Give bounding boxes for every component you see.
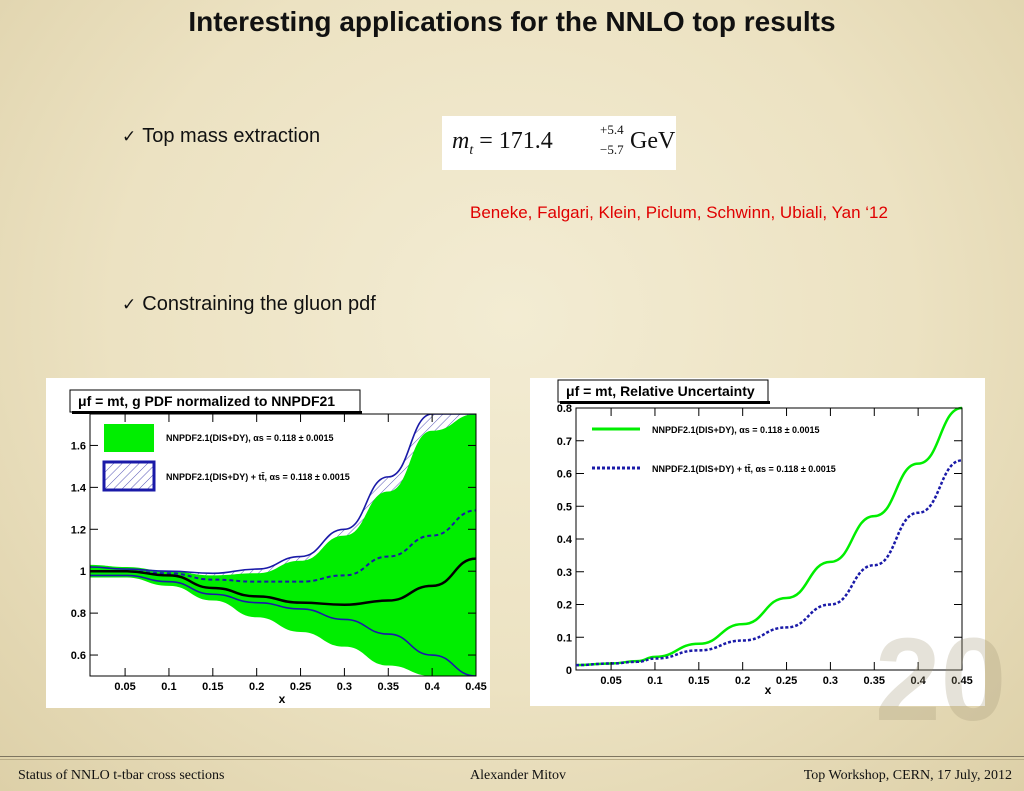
x-tick-label: 0.4 bbox=[910, 675, 926, 687]
formula-lhs: m bbox=[452, 128, 470, 154]
blue-band-lower-line bbox=[90, 574, 476, 676]
x-tick-label: 0.2 bbox=[735, 675, 750, 687]
blue-band-upper-line bbox=[90, 414, 476, 575]
y-tick-label: 1.4 bbox=[71, 482, 87, 494]
relative-uncertainty-chart: 0.05 0.1 0.15 0.2 0.25 0.3 0.35 0.4 0.45 0 0.1 0.2 0… bbox=[557, 379, 973, 697]
y-tick-label: 1.2 bbox=[71, 524, 86, 536]
chart-title-box: μf = mt, Relative Uncertainty bbox=[557, 379, 770, 404]
y-tick-label: 1.6 bbox=[71, 440, 86, 452]
y-tick-label: 0.3 bbox=[557, 567, 572, 579]
x-tick-label: 0.05 bbox=[600, 675, 621, 687]
black-central-line bbox=[90, 557, 476, 606]
legend-label-1: NNPDF2.1(DIS+DY), αs = 0.118 ± 0.0015 bbox=[166, 433, 334, 443]
bullet-top-mass-text: Top mass extraction bbox=[142, 125, 321, 147]
green-band bbox=[90, 414, 476, 676]
chart-title-box: μf = mt, g PDF normalized to NNPDF21 bbox=[69, 389, 362, 414]
y-tick-label: 0.1 bbox=[557, 632, 572, 644]
legend-label-1: NNPDF2.1(DIS+DY), αs = 0.118 ± 0.0015 bbox=[652, 425, 820, 435]
top-mass-formula: mt = 171.4 +5.4 −5.7 GeV bbox=[442, 116, 676, 170]
x-tick-label: 0.4 bbox=[424, 681, 440, 693]
footer-center: Alexander Mitov bbox=[470, 768, 567, 783]
formula-eq: = 171.4 bbox=[473, 128, 553, 154]
legend-swatch-green bbox=[104, 424, 154, 452]
legend-label-2: NNPDF2.1(DIS+DY) + tt̄, αs = 0.118 ± 0.0… bbox=[652, 464, 836, 474]
x-tick-label: 0.45 bbox=[951, 675, 972, 687]
citation: Beneke, Falgari, Klein, Piclum, Schwinn,… bbox=[470, 203, 888, 222]
legend: NNPDF2.1(DIS+DY), αs = 0.118 ± 0.0015 NN… bbox=[102, 424, 350, 492]
formula-lhs-sub: t bbox=[469, 142, 474, 158]
legend-swatch-hatched bbox=[102, 460, 156, 492]
bullet-gluon-pdf-text: Constraining the gluon pdf bbox=[142, 293, 376, 315]
y-tick-label: 0.6 bbox=[71, 650, 86, 662]
footer-right: Top Workshop, CERN, 17 July, 2012 bbox=[803, 768, 1012, 783]
bullet-gluon-pdf: ✓ Constraining the gluon pdf bbox=[122, 293, 376, 316]
checkmark-icon: ✓ bbox=[122, 295, 137, 315]
x-tick-label: 0.3 bbox=[337, 681, 352, 693]
y-tick-label: 0.6 bbox=[557, 469, 572, 481]
x-axis-label: x bbox=[765, 683, 772, 697]
x-tick-label: 0.05 bbox=[114, 681, 135, 693]
slide-title: Interesting applications for the NNLO to… bbox=[188, 6, 836, 37]
y-tick-label: 0.7 bbox=[557, 436, 572, 448]
x-tick-label: 0.25 bbox=[776, 675, 797, 687]
x-tick-label: 0.15 bbox=[202, 681, 223, 693]
footer-left: Status of NNLO t-tbar cross sections bbox=[18, 768, 225, 783]
y-tick-label: 0.8 bbox=[557, 403, 572, 415]
gluon-pdf-plot: 0.05 0.1 0.15 0.2 0.25 0.3 0.35 0.4 0.45 0.6 0.8 1 1… bbox=[46, 378, 490, 708]
page-number: 20 bbox=[875, 614, 1007, 746]
y-tick-label: 0 bbox=[566, 665, 572, 677]
y-tick-label: 0.4 bbox=[557, 534, 573, 546]
x-tick-label: 0.45 bbox=[465, 681, 486, 693]
y-tick-label: 0.5 bbox=[557, 501, 572, 513]
chart-title: μf = mt, g PDF normalized to NNPDF21 bbox=[78, 393, 335, 409]
formula-sub: −5.7 bbox=[600, 142, 624, 157]
blue-uncertainty-line bbox=[575, 459, 963, 667]
formula-unit: GeV bbox=[630, 128, 676, 154]
x-tick-label: 0.1 bbox=[161, 681, 176, 693]
relative-uncertainty-plot: 0.05 0.1 0.15 0.2 0.25 0.3 0.35 0.4 0.45 0 0.1 0.2 0… bbox=[530, 378, 985, 706]
checkmark-icon: ✓ bbox=[122, 127, 137, 147]
footer-divider bbox=[0, 756, 1024, 757]
y-tick-label: 0.2 bbox=[557, 600, 572, 612]
bullet-top-mass: ✓ Top mass extraction bbox=[122, 125, 320, 148]
y-tick-label: 0.8 bbox=[71, 608, 86, 620]
footer-divider-secondary bbox=[0, 759, 1024, 760]
x-tick-label: 0.35 bbox=[378, 681, 399, 693]
x-tick-label: 0.35 bbox=[864, 675, 885, 687]
formula-sup: +5.4 bbox=[600, 122, 624, 137]
x-tick-label: 0.2 bbox=[249, 681, 264, 693]
x-tick-label: 0.15 bbox=[688, 675, 709, 687]
chart-title: μf = mt, Relative Uncertainty bbox=[566, 383, 755, 399]
gluon-pdf-chart: 0.05 0.1 0.15 0.2 0.25 0.3 0.35 0.4 0.45 0.6 0.8 1 1… bbox=[69, 389, 487, 706]
legend: NNPDF2.1(DIS+DY), αs = 0.118 ± 0.0015 NN… bbox=[592, 425, 836, 474]
x-tick-label: 0.3 bbox=[823, 675, 838, 687]
x-tick-label: 0.25 bbox=[290, 681, 311, 693]
legend-label-2: NNPDF2.1(DIS+DY) + tt̄, αs = 0.118 ± 0.0… bbox=[166, 472, 350, 482]
x-axis-label: x bbox=[279, 692, 286, 706]
y-tick-label: 1 bbox=[80, 566, 86, 578]
x-tick-label: 0.1 bbox=[647, 675, 662, 687]
